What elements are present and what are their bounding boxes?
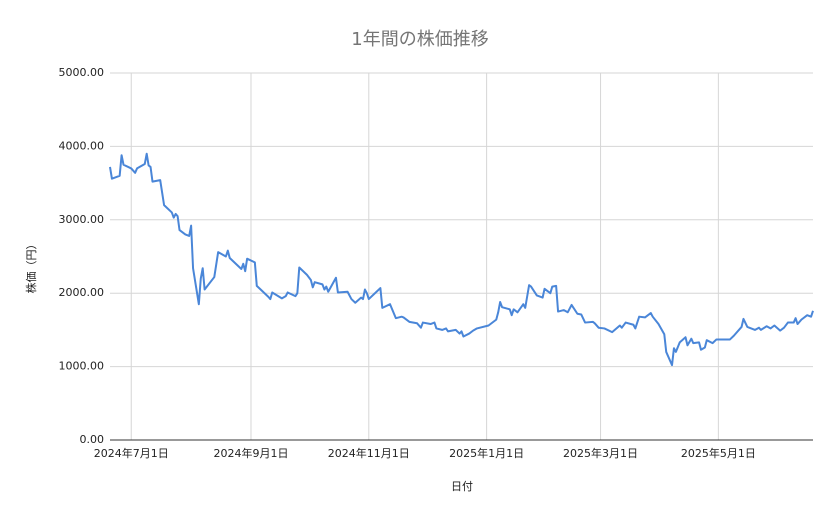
y-tick-label: 4000.00 [59,139,105,152]
x-tick-label: 2025年5月1日 [681,446,756,460]
x-axis-label: 日付 [451,480,473,493]
y-tick-label: 1000.00 [59,360,105,373]
y-tick-label: 3000.00 [59,213,105,226]
x-tick-label: 2024年11月1日 [328,446,410,460]
price-line [109,152,814,367]
chart-title: 1年間の株価推移 [351,29,488,50]
y-tick-label: 0.00 [80,433,105,446]
y-tick-label: 2000.00 [59,286,105,299]
x-tick-label: 2024年7月1日 [94,446,169,460]
y-tick-label: 5000.00 [59,66,105,79]
x-tick-label: 2025年3月1日 [563,446,638,460]
x-tick-label: 2025年1月1日 [449,446,524,460]
x-tick-label: 2024年9月1日 [213,446,288,460]
y-axis-label: 株価（円） [24,239,38,294]
